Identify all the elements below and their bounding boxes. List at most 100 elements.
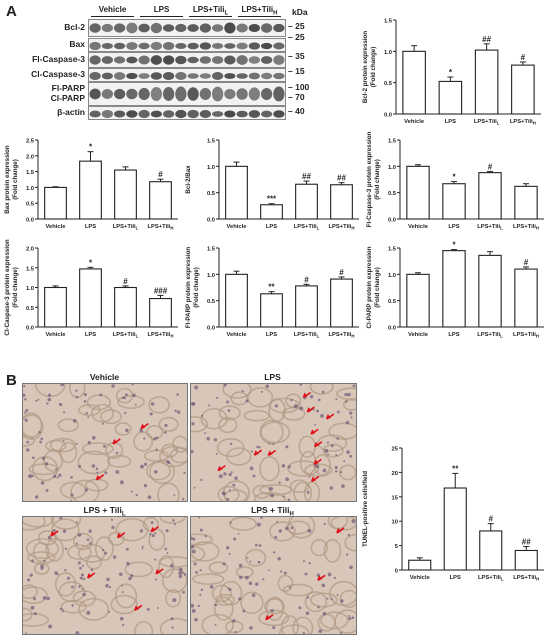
tubule	[158, 416, 179, 432]
blot-strip	[88, 106, 286, 120]
chart-ytick-label: 0.5	[388, 299, 397, 305]
kda-header: kDa	[292, 7, 308, 17]
tubule	[211, 584, 232, 603]
nucleus	[134, 403, 137, 406]
chart-ylabel-unit: (Fold change)	[12, 159, 19, 200]
nucleus	[226, 400, 230, 404]
chart-significance-label: **	[268, 283, 275, 292]
tubule	[148, 396, 171, 414]
tubule	[201, 613, 234, 634]
chart-significance-label: *	[89, 143, 93, 152]
nucleus	[141, 545, 144, 548]
blot-band	[138, 23, 150, 33]
blot-band	[224, 43, 236, 49]
nucleus	[324, 449, 329, 453]
micrograph-lps-texture	[191, 384, 356, 501]
blot-band	[113, 110, 126, 118]
tubule	[45, 537, 64, 562]
nucleus	[155, 436, 159, 440]
chart-ytick-label: 5	[395, 544, 399, 550]
chart-xtick-label-sub: H	[351, 226, 354, 231]
nucleus	[66, 576, 70, 580]
red-arrow-icon	[264, 614, 274, 621]
blot-column-underline	[140, 16, 183, 17]
nucleus	[208, 404, 211, 407]
tubule	[115, 583, 138, 609]
blot-band	[162, 24, 175, 32]
blot-band	[113, 42, 126, 50]
nucleus	[126, 561, 130, 566]
blot-kda-marker: – 35	[288, 51, 305, 61]
chart-ytick-label: 1.5	[207, 247, 216, 253]
blot-band	[89, 41, 101, 51]
chart-bar	[44, 186, 67, 220]
nucleus	[32, 456, 35, 460]
tubule	[322, 443, 344, 458]
nucleus	[104, 471, 108, 475]
chart-ylabel-unit: (Fold change)	[12, 267, 19, 308]
nucleus	[317, 398, 321, 402]
nucleus	[278, 529, 282, 533]
red-arrow-icon	[133, 604, 143, 611]
tubule	[86, 394, 112, 411]
chart-bar	[295, 183, 318, 220]
blot-strip	[88, 52, 286, 68]
nucleus	[165, 529, 169, 533]
nucleus	[277, 556, 281, 561]
chart-ytick-label: 1.0	[207, 165, 215, 171]
nucleus	[229, 521, 232, 524]
red-arrow-icon	[310, 475, 320, 483]
micrograph-vehicle	[22, 383, 188, 502]
nucleus	[154, 532, 157, 535]
tubule	[191, 541, 220, 562]
nucleus	[232, 619, 236, 623]
nucleus	[260, 517, 263, 520]
blot-band	[126, 72, 138, 80]
nucleus	[149, 533, 152, 536]
tubule	[259, 484, 293, 496]
micrograph-title-lps-tili-l-sub: L	[121, 511, 126, 518]
nucleus	[257, 561, 260, 564]
chart-xtick-label-text: LPS+Tili	[294, 332, 317, 338]
nucleus	[298, 606, 302, 610]
nucleus	[23, 393, 26, 397]
nucleus	[201, 414, 204, 417]
tubule	[159, 445, 187, 468]
nucleus	[81, 587, 84, 590]
nucleus	[199, 569, 202, 572]
chart-ytick-label: 1.5	[388, 139, 397, 145]
chart-xtick-label-sub: L	[136, 334, 139, 339]
nucleus	[278, 481, 281, 484]
chart-xtick-label: LPS	[450, 575, 461, 581]
chart-ylabel: Bcl-2/Bax	[185, 165, 192, 194]
blot-bands	[89, 109, 285, 119]
blot-band	[236, 110, 248, 118]
chart-bar	[260, 204, 283, 220]
chart-xtick-label-sub: L	[136, 226, 139, 231]
blot-strip	[88, 19, 286, 37]
tubule	[25, 538, 60, 559]
nucleus	[32, 597, 37, 601]
nucleus	[46, 402, 49, 405]
blot-band	[175, 42, 187, 50]
chart-bar	[438, 80, 463, 115]
nucleus	[121, 584, 124, 587]
nucleus	[195, 571, 198, 574]
tubule	[145, 461, 172, 481]
chart-ytick-label: 20	[392, 471, 398, 477]
nucleus	[88, 529, 92, 533]
bcl2-bax-ratio-chart: Bcl-2/Bax 0.0 0.5 1.0 1.5 Vehicle *** LPS ## LPS+…	[185, 139, 359, 231]
micrograph-lps	[190, 383, 357, 502]
chart-significance-label: #	[521, 53, 526, 62]
blot-kda-marker: – 70	[288, 92, 305, 102]
tubule	[28, 463, 60, 476]
blot-band	[236, 73, 248, 79]
blot-band	[101, 72, 114, 80]
tubule	[94, 536, 114, 561]
nucleus	[75, 631, 80, 634]
blot-band	[187, 24, 199, 32]
tubule	[317, 434, 348, 452]
nucleus	[30, 605, 35, 610]
nucleus	[41, 456, 46, 461]
nucleus	[191, 401, 195, 406]
